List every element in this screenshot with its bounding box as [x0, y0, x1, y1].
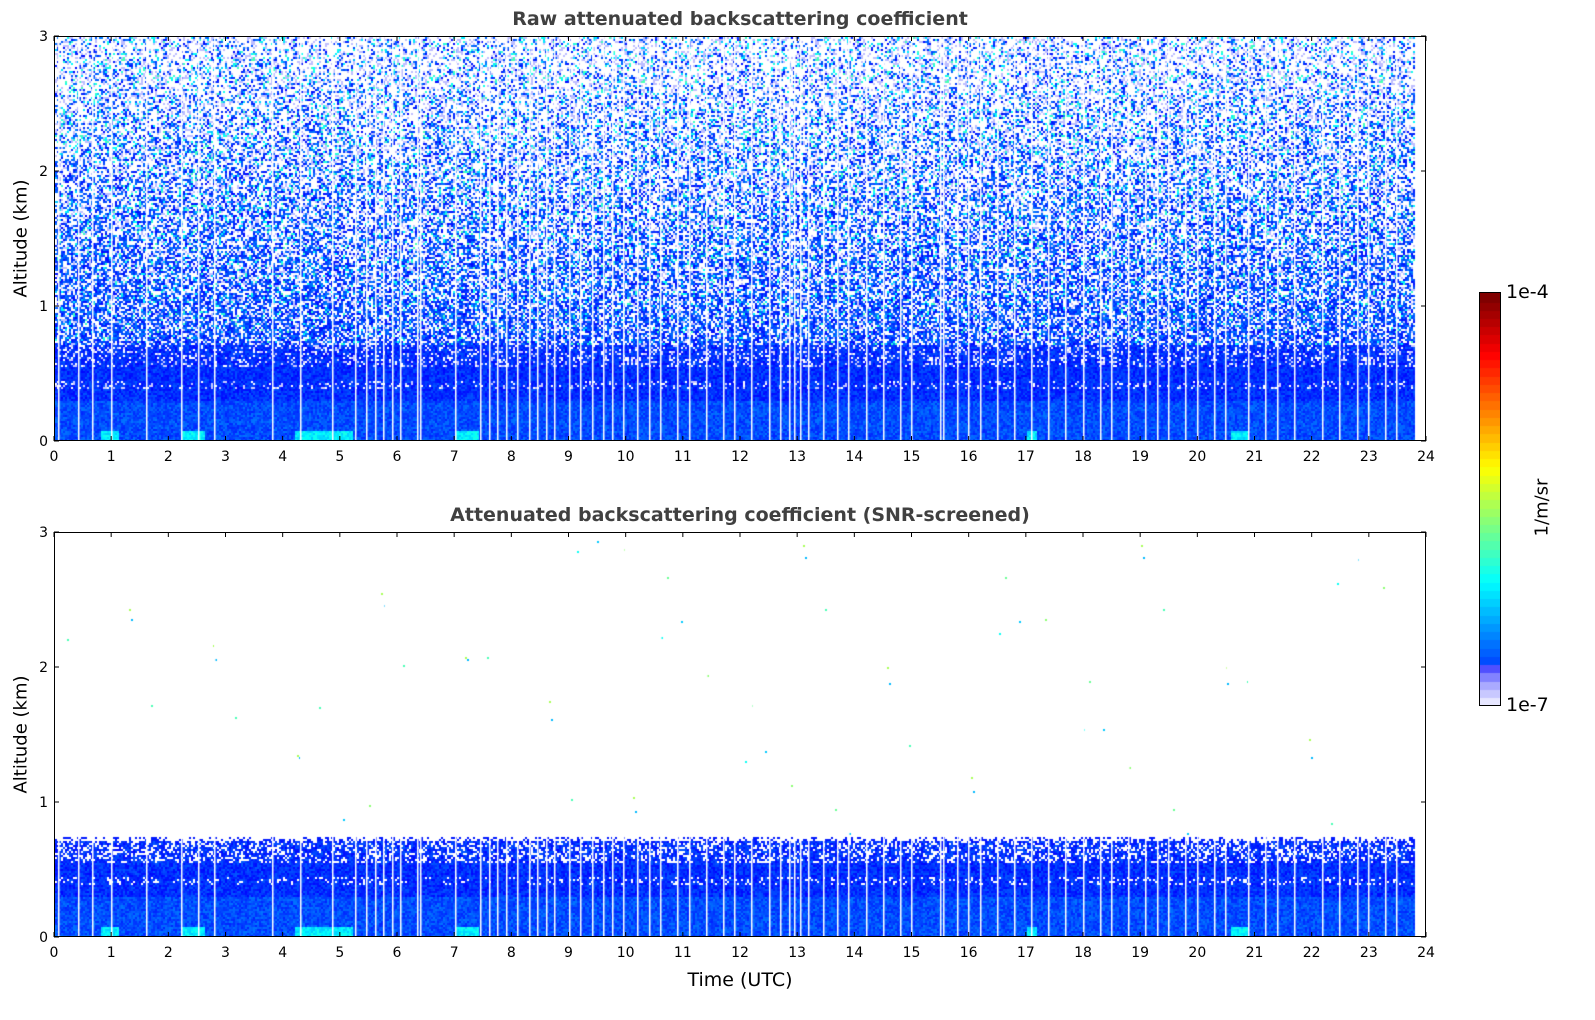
top-x-tick-label: 21 — [1246, 449, 1264, 465]
top-x-tick-label: 6 — [393, 449, 402, 465]
colorbar-max-label: 1e-4 — [1506, 281, 1549, 303]
bottom-x-tick-label: 1 — [107, 945, 116, 961]
bottom-x-tick-label: 4 — [278, 945, 287, 961]
bottom-heatmap — [55, 533, 1425, 936]
bottom-y-tick-label: 2 — [39, 660, 48, 676]
bottom-x-tick-label: 21 — [1246, 945, 1264, 961]
top-chart-title: Raw attenuated backscattering coefficien… — [512, 8, 968, 30]
bottom-chart-title: Attenuated backscattering coefficient (S… — [450, 504, 1030, 526]
bottom-x-tick-label: 19 — [1131, 945, 1149, 961]
bottom-x-tick-label: 3 — [221, 945, 230, 961]
top-x-tick-label: 4 — [278, 449, 287, 465]
top-x-tick-label: 12 — [731, 449, 749, 465]
bottom-x-tick-label: 15 — [903, 945, 921, 961]
bottom-x-tick-label: 24 — [1417, 945, 1435, 961]
x-axis-label: Time (UTC) — [687, 969, 793, 991]
top-x-tick-label: 14 — [845, 449, 863, 465]
top-y-tick-label: 1 — [39, 299, 48, 315]
top-x-tick-label: 19 — [1131, 449, 1149, 465]
top-x-tick-label: 0 — [50, 449, 59, 465]
bottom-x-tick-label: 16 — [960, 945, 978, 961]
top-x-tick-label: 24 — [1417, 449, 1435, 465]
bottom-x-tick-label: 11 — [674, 945, 692, 961]
bottom-x-tick-label: 23 — [1360, 945, 1378, 961]
top-x-tick-label: 20 — [1188, 449, 1206, 465]
bottom-y-tick-label: 0 — [39, 930, 48, 946]
bottom-x-tick-label: 22 — [1303, 945, 1321, 961]
top-x-tick-label: 7 — [450, 449, 459, 465]
bottom-x-tick-label: 2 — [164, 945, 173, 961]
top-x-tick-label: 3 — [221, 449, 230, 465]
bottom-x-tick-label: 10 — [617, 945, 635, 961]
top-y-tick-label: 0 — [39, 434, 48, 450]
top-y-tick-label: 2 — [39, 164, 48, 180]
bottom-x-tick-label: 6 — [393, 945, 402, 961]
bottom-plot-area — [54, 532, 1426, 937]
top-x-tick-label: 22 — [1303, 449, 1321, 465]
top-x-tick-label: 10 — [617, 449, 635, 465]
bottom-x-tick-label: 8 — [507, 945, 516, 961]
colorbar — [1479, 292, 1501, 706]
top-heatmap — [55, 37, 1425, 440]
bottom-x-tick-label: 7 — [450, 945, 459, 961]
top-x-tick-label: 17 — [1017, 449, 1035, 465]
top-x-tick-label: 5 — [335, 449, 344, 465]
bottom-x-tick-label: 18 — [1074, 945, 1092, 961]
top-y-tick-label: 3 — [39, 29, 48, 45]
top-x-tick-label: 23 — [1360, 449, 1378, 465]
bottom-y-tick-label: 3 — [39, 525, 48, 541]
colorbar-min-label: 1e-7 — [1506, 694, 1549, 716]
top-x-tick-label: 8 — [507, 449, 516, 465]
bottom-x-tick-label: 14 — [845, 945, 863, 961]
top-x-tick-label: 1 — [107, 449, 116, 465]
colorbar-label: 1/m/sr — [1531, 478, 1553, 537]
bottom-y-tick-label: 1 — [39, 795, 48, 811]
top-plot-area — [54, 36, 1426, 441]
top-x-tick-label: 15 — [903, 449, 921, 465]
top-x-tick-label: 2 — [164, 449, 173, 465]
bottom-x-tick-label: 13 — [788, 945, 806, 961]
bottom-x-tick-label: 17 — [1017, 945, 1035, 961]
bottom-x-tick-label: 20 — [1188, 945, 1206, 961]
bottom-x-tick-label: 5 — [335, 945, 344, 961]
bottom-x-tick-label: 12 — [731, 945, 749, 961]
top-x-tick-label: 16 — [960, 449, 978, 465]
top-x-tick-label: 13 — [788, 449, 806, 465]
top-x-tick-label: 11 — [674, 449, 692, 465]
bottom-x-tick-label: 0 — [50, 945, 59, 961]
bottom-x-tick-label: 9 — [564, 945, 573, 961]
top-x-tick-label: 9 — [564, 449, 573, 465]
top-x-tick-label: 18 — [1074, 449, 1092, 465]
